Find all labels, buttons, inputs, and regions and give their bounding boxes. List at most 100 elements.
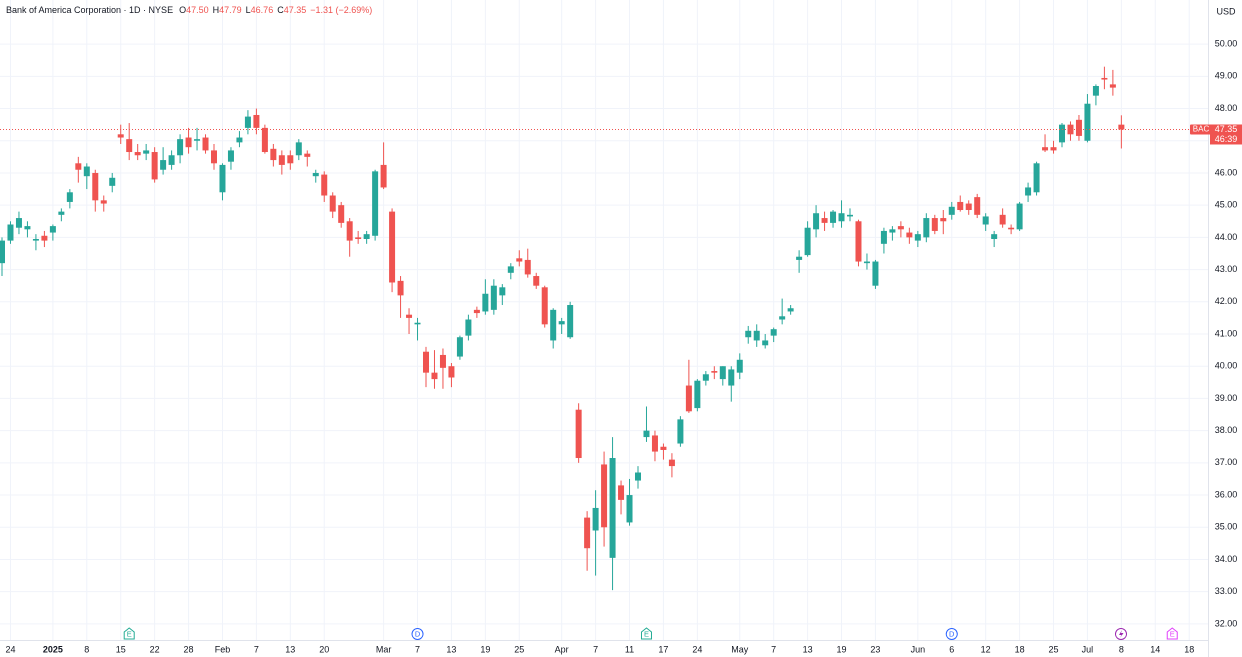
candle-body [321,174,328,196]
candle-body [787,308,794,312]
candle-body [711,371,718,373]
candle-body [991,234,998,239]
candle-body [270,148,277,161]
candle-body [456,337,463,357]
candle-body [524,259,531,275]
candle-body [1075,119,1082,136]
candle-body [109,177,116,186]
candle-body [804,227,811,256]
ohlc-value: 47.35 [284,5,307,15]
candle-body [541,287,548,325]
candle-body [304,153,311,157]
candle-body [465,319,472,336]
candle-body [609,458,616,558]
candle-body [1025,187,1032,196]
ohlc-key: L [246,5,251,15]
candle-body [24,226,31,230]
candle-body [0,240,5,264]
candle-body [736,359,743,373]
candle-body [168,155,175,165]
candle-body [660,446,667,450]
candle-body [499,287,506,296]
candle-body [1016,203,1023,230]
candle-body [414,322,421,325]
x-tick-label: 25 [514,644,524,654]
y-tick-label: 48.00 [1215,103,1238,113]
x-tick-label: 7 [593,644,598,654]
candle-body [338,205,345,223]
candle-body [151,152,158,180]
event-badge [411,628,424,640]
candle-body [58,211,65,215]
event-marker: E [1166,627,1178,640]
x-tick-label: 8 [84,644,89,654]
candle-body [830,211,837,223]
event-label: D [949,629,955,638]
candle-body [1109,84,1116,88]
currency-label: USD [1216,6,1236,16]
candle-body [194,139,201,141]
candle-body [41,235,48,241]
candle-body [974,197,981,215]
candle-body [278,155,285,165]
x-tick-label: 20 [319,644,329,654]
candle-body [1042,147,1049,151]
candle-body [702,374,709,381]
event-label: E [644,629,649,638]
event-label: D [415,629,421,638]
x-tick-label: 24 [692,644,702,654]
candle-body [762,340,769,346]
candle-body [728,369,735,386]
x-tick-label: 12 [981,644,991,654]
x-tick-label: 14 [1150,644,1160,654]
candle-body [575,409,582,459]
last-price-tag [1210,124,1242,145]
x-tick-label: Feb [215,644,231,654]
candle-body [957,201,964,211]
candle-body [236,137,243,143]
x-tick-label: 19 [837,644,847,654]
candle-body [134,152,141,156]
ohlc-value: 47.79 [219,5,242,15]
candle-body [177,139,184,156]
candle-body [160,160,167,170]
candle-body [126,139,133,153]
candle-body [287,155,294,164]
axis-layer: 32.00 33.00 34.00 35.00 36.00 37.00 38.00 39.00… [5,39,1242,654]
candle-body [948,206,955,215]
event-marker: E [640,627,652,640]
candle-body [355,237,362,239]
y-tick-label: 49.00 [1215,71,1238,81]
candle-body [202,137,209,151]
candle-body [1008,227,1015,230]
y-tick-label: 43.00 [1215,264,1238,274]
ohlc-key: H [213,5,220,15]
candle-body [380,164,387,188]
candle-body [1033,163,1040,193]
candle-body [244,116,251,128]
x-tick-label: Jul [1082,644,1094,654]
candle-body [914,234,921,241]
candle-body [558,321,565,325]
candle-body [668,459,675,467]
event-marker: D [411,628,424,640]
candle-body [745,330,752,338]
candle-layer [0,66,1208,591]
y-tick-label: 33.00 [1215,586,1238,596]
candle-body [567,305,574,338]
candle-body [796,256,803,260]
x-tick-label: 24 [5,644,15,654]
x-tick-label: 17 [658,644,668,654]
candle-body [490,285,497,310]
x-tick-label: Apr [555,644,569,654]
event-badge [945,628,958,640]
candle-body [847,214,853,217]
ohlc-value: 47.50 [186,5,209,15]
candle-body [473,309,480,314]
x-tick-label: 19 [480,644,490,654]
y-tick-label: 36.00 [1215,489,1238,499]
x-tick-label: 2025 [43,644,63,654]
candle-body [1118,124,1125,130]
candle-body [312,172,319,177]
candle-body [770,329,777,336]
